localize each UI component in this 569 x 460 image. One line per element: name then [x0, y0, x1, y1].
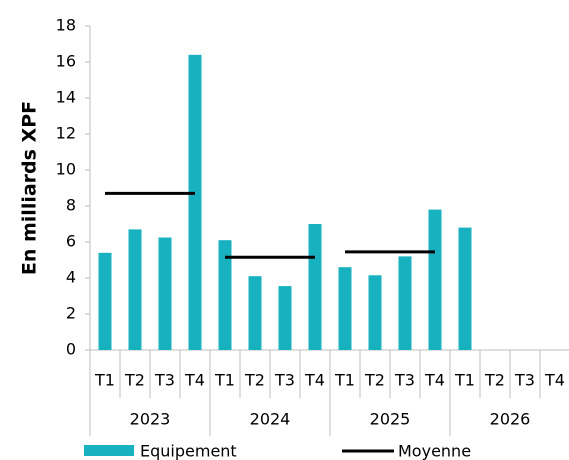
bar	[278, 286, 292, 350]
legend-label: Equipement	[140, 442, 237, 460]
y-tick-label: 0	[66, 340, 76, 359]
bar	[98, 252, 112, 350]
x-tick-label: T1	[214, 371, 235, 390]
x-tick-label: T3	[274, 371, 295, 390]
x-tick-label: T2	[244, 371, 265, 390]
x-tick-label: T4	[184, 371, 205, 390]
x-tick-label: T3	[514, 371, 535, 390]
legend-label: Moyenne	[398, 442, 471, 460]
y-tick-label: 6	[66, 232, 76, 251]
y-tick-label: 18	[56, 16, 76, 35]
x-group-label: 2023	[130, 410, 171, 429]
y-tick-label: 2	[66, 304, 76, 323]
y-tick-label: 16	[56, 52, 76, 71]
x-tick-label: T2	[364, 371, 385, 390]
x-tick-label: T1	[454, 371, 475, 390]
y-tick-label: 4	[66, 268, 76, 287]
x-tick-label: T1	[334, 371, 355, 390]
bar	[158, 237, 172, 350]
bar	[398, 256, 412, 350]
bar	[248, 276, 262, 350]
x-group-label: 2025	[370, 410, 411, 429]
x-tick-label: T3	[394, 371, 415, 390]
x-group-label: 2026	[490, 410, 531, 429]
bar	[338, 267, 352, 350]
bar	[428, 209, 442, 350]
x-tick-label: T4	[544, 371, 565, 390]
x-tick-label: T4	[424, 371, 445, 390]
legend-swatch	[84, 445, 134, 456]
bar	[308, 224, 322, 350]
y-tick-label: 12	[56, 124, 76, 143]
bar	[368, 275, 382, 350]
x-tick-label: T2	[124, 371, 145, 390]
bar	[458, 227, 472, 350]
x-tick-label: T4	[304, 371, 325, 390]
x-tick-label: T1	[94, 371, 115, 390]
bar	[218, 240, 232, 350]
y-axis-label: En milliards XPF	[19, 101, 41, 275]
x-tick-label: T3	[154, 371, 175, 390]
y-tick-label: 8	[66, 196, 76, 215]
x-tick-label: T2	[484, 371, 505, 390]
x-group-label: 2024	[250, 410, 291, 429]
y-tick-label: 10	[56, 160, 76, 179]
bar	[188, 54, 202, 351]
y-tick-label: 14	[56, 88, 76, 107]
bar	[128, 229, 142, 350]
